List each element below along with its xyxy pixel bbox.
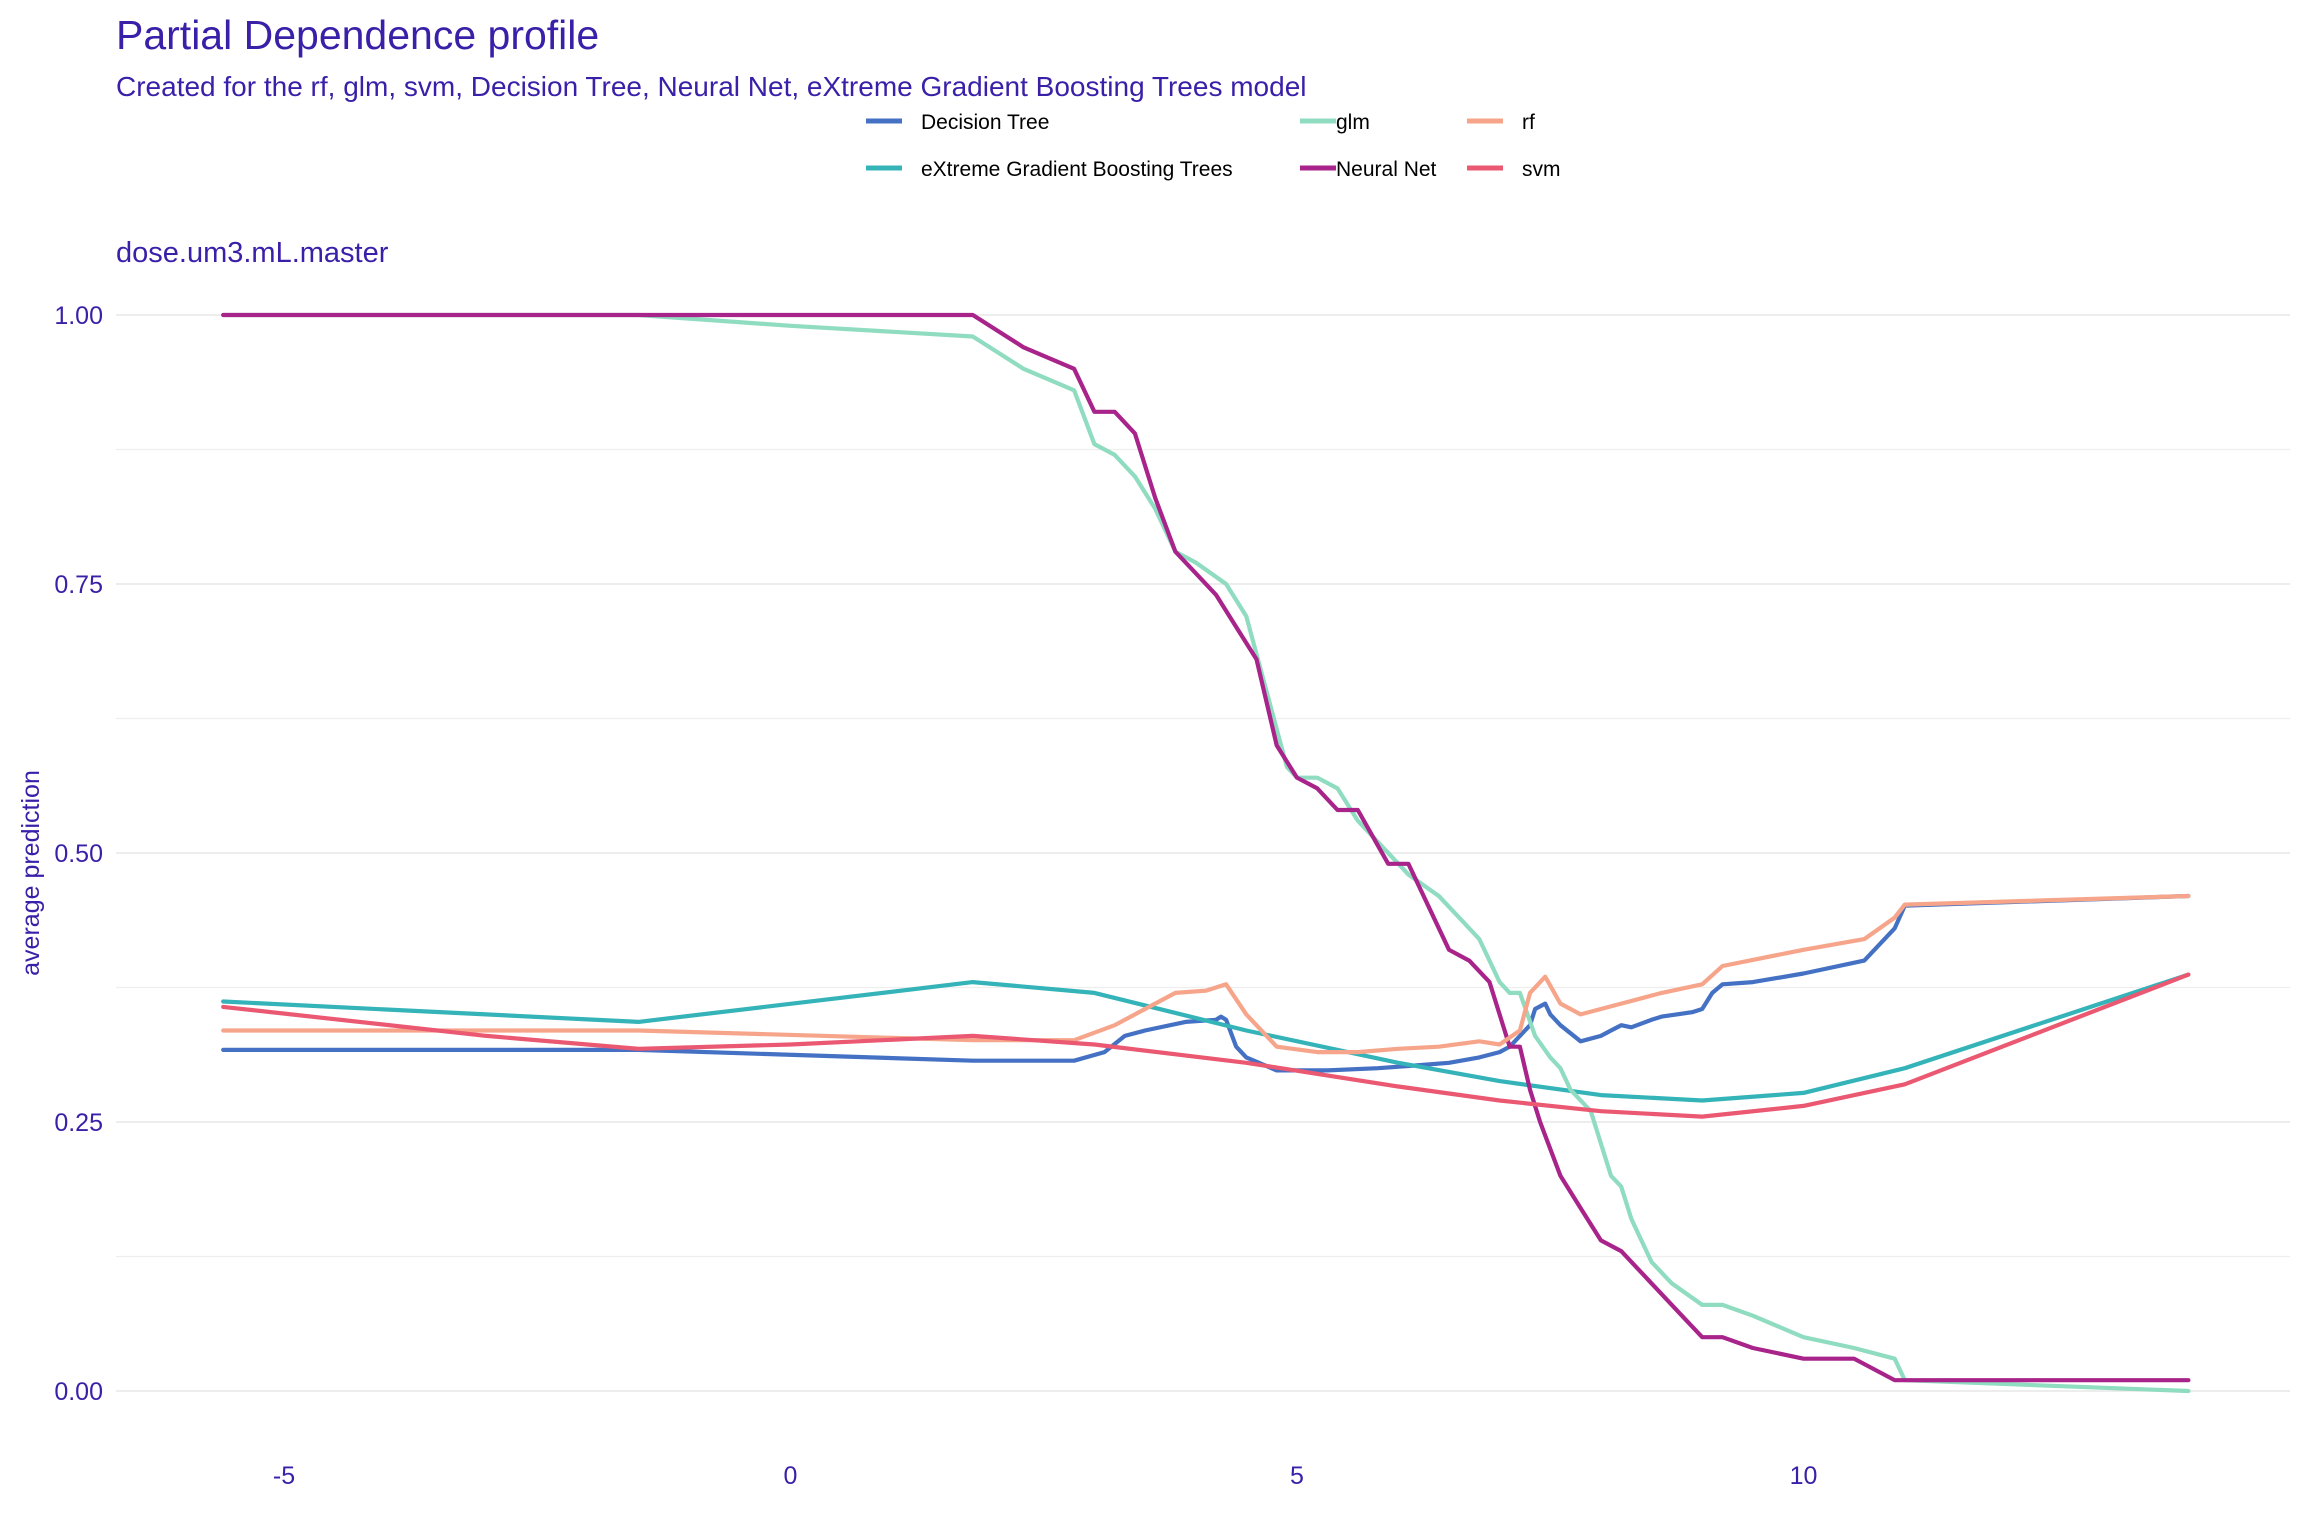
x-axis-ticks: -5 0 5 10: [273, 1462, 1818, 1490]
legend-item-svm: svm: [1467, 158, 1561, 181]
legend-label-decision-tree: Decision Tree: [921, 111, 1049, 134]
x-tick-label: 5: [1290, 1462, 1304, 1490]
legend-label-xgboost: eXtreme Gradient Boosting Trees: [921, 158, 1233, 181]
legend-item-glm: glm: [1300, 111, 1370, 134]
legend-item-decision-tree: Decision Tree: [866, 111, 1049, 134]
x-tick-label: 0: [784, 1462, 798, 1490]
legend-label-rf: rf: [1522, 111, 1535, 134]
series-line-extreme-gradient-boosting-trees: [221, 972, 2191, 1103]
x-tick-label: -5: [273, 1462, 295, 1490]
y-tick-label: 0.25: [54, 1109, 103, 1137]
y-tick-label: 1.00: [54, 302, 103, 330]
legend: Decision Tree eXtreme Gradient Boosting …: [866, 111, 1561, 181]
legend-label-glm: glm: [1336, 111, 1370, 134]
y-axis-label: average prediction: [17, 770, 45, 976]
y-tick-label: 0.00: [54, 1378, 103, 1406]
y-tick-label: 0.50: [54, 840, 103, 868]
series-line-rf: [221, 893, 2191, 1055]
legend-item-neural-net: Neural Net: [1300, 158, 1437, 181]
y-axis-ticks: 0.00 0.25 0.50 0.75 1.00: [54, 302, 103, 1406]
panel-strip-label: dose.um3.mL.master: [116, 237, 389, 269]
x-tick-label: 10: [1790, 1462, 1818, 1490]
series-line-decision-tree: [221, 893, 2191, 1073]
series-line-svm: [221, 972, 2191, 1119]
series-lines: [221, 312, 2191, 1394]
chart-subtitle: Created for the rf, glm, svm, Decision T…: [116, 71, 1307, 102]
legend-item-xgboost: eXtreme Gradient Boosting Trees: [866, 158, 1233, 181]
series-line-glm: [221, 312, 2191, 1394]
chart-title: Partial Dependence profile: [116, 12, 599, 58]
legend-label-svm: svm: [1522, 158, 1561, 181]
series-line-neural-net: [221, 312, 2191, 1383]
legend-item-rf: rf: [1467, 111, 1535, 134]
gridlines: [116, 314, 2290, 1392]
y-tick-label: 0.75: [54, 571, 103, 599]
legend-label-neural-net: Neural Net: [1336, 158, 1437, 181]
